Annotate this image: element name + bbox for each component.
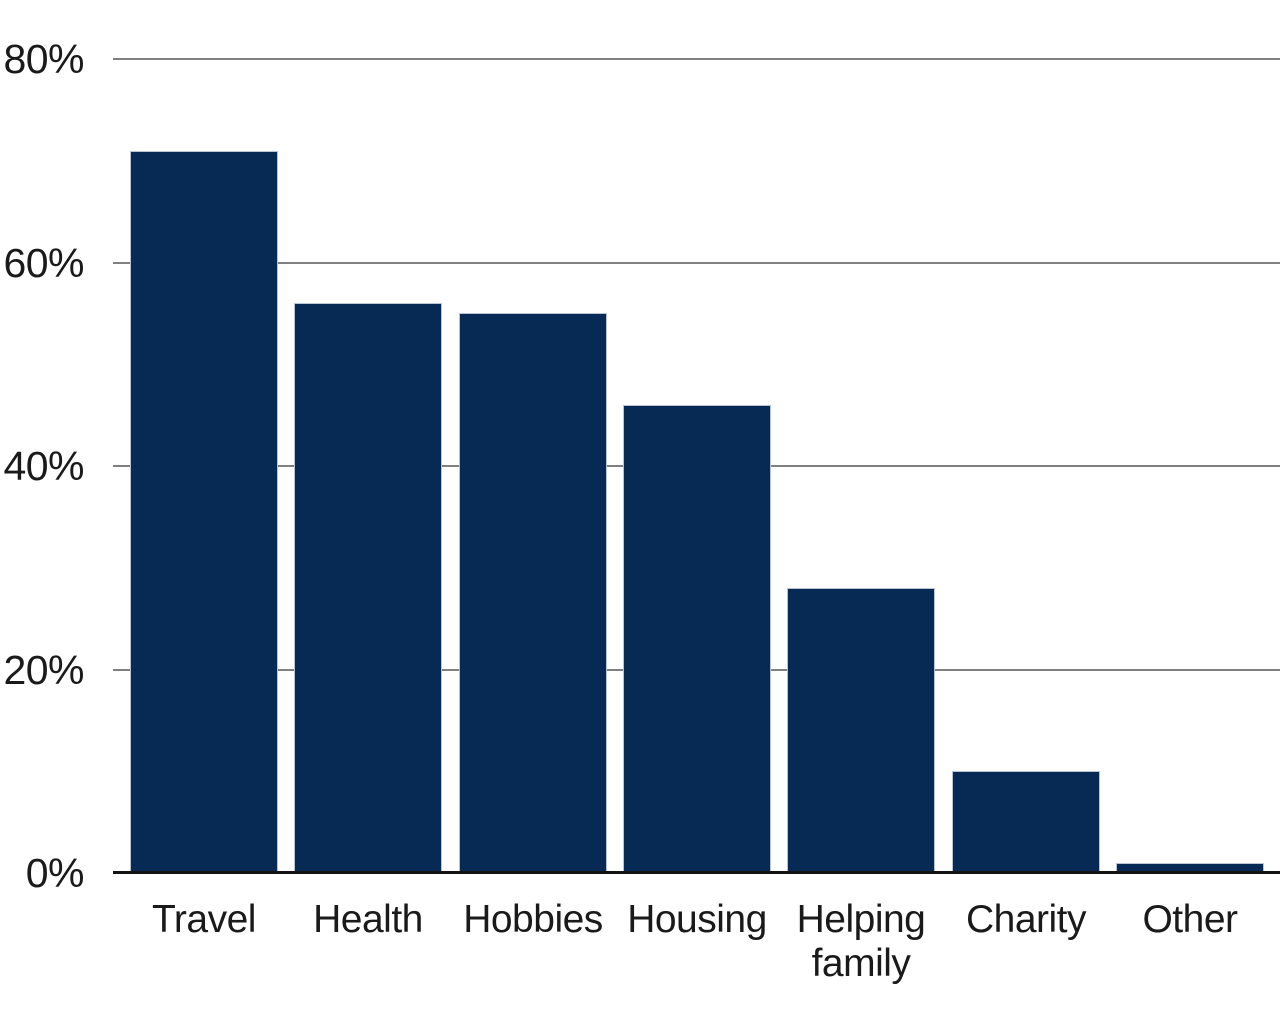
bar-hobbies — [459, 313, 607, 873]
x-category-label: Hobbies — [463, 898, 603, 941]
x-axis-line — [113, 871, 1280, 874]
gridline — [113, 58, 1280, 60]
y-tick-label: 60% — [3, 239, 84, 286]
x-category-label: Helping family — [796, 898, 926, 985]
bar-other — [1116, 863, 1264, 873]
bar-helping-family — [787, 588, 935, 873]
bar-travel — [130, 151, 278, 873]
gridline — [113, 261, 1280, 264]
bar-charity — [952, 771, 1100, 873]
x-category-label: Travel — [152, 898, 256, 941]
x-category-label: Charity — [965, 898, 1087, 941]
bar-housing — [623, 405, 771, 873]
y-tick-label: 80% — [3, 36, 84, 82]
bar-health — [294, 303, 442, 873]
y-tick-label: 0% — [25, 850, 85, 896]
x-category-label: Other — [1142, 898, 1238, 941]
y-tick-label: 40% — [3, 443, 84, 489]
x-category-label: Health — [313, 898, 423, 941]
x-category-label: Housing — [627, 898, 767, 941]
y-tick-label: 20% — [3, 646, 84, 693]
